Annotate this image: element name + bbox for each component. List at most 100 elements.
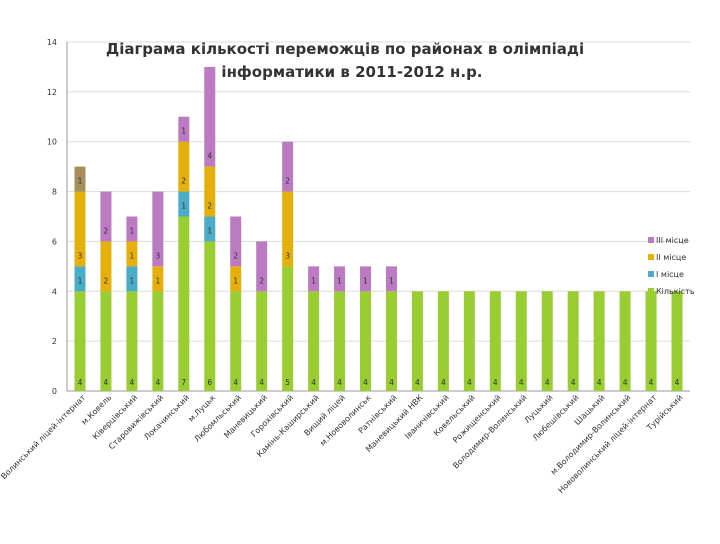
data-label-2-0: 3 [78,251,83,260]
bar-1-4 [178,191,190,217]
data-label-0-2: 4 [130,378,135,387]
bar-3-7 [256,241,268,292]
bar-0-11 [360,291,372,391]
bar-0-16 [489,291,501,391]
data-label-0-1: 4 [104,378,109,387]
legend-label-1: I місце [656,270,684,279]
bar-3-5 [204,66,216,167]
bar-0-18 [541,291,553,391]
data-label-0-4: 7 [181,378,186,387]
data-label-0-15: 4 [467,378,472,387]
data-label-0-12: 4 [389,378,394,387]
data-label-2-6: 1 [233,276,238,285]
legend-swatch-3 [648,237,654,243]
data-label-0-14: 4 [441,378,446,387]
data-label-2-4: 2 [181,177,186,186]
data-label-3-4: 1 [181,127,186,136]
data-label-0-11: 4 [363,378,368,387]
data-label-0-16: 4 [493,378,498,387]
bar-3-8 [282,141,294,192]
data-label-3-11: 1 [363,276,368,285]
data-label-2-3: 1 [155,276,160,285]
data-label-1-0: 1 [78,276,83,285]
y-tick-label-0: 0 [52,387,57,396]
y-tick-label-4: 4 [52,287,57,296]
bar-2-5 [204,166,216,217]
data-label-0-18: 4 [545,378,550,387]
bar-3-1 [100,191,112,242]
bar-0-23 [671,291,683,391]
data-label-3-6: 2 [233,251,238,260]
bar-0-6 [230,291,242,391]
bar-0-13 [411,291,423,391]
data-label-0-23: 4 [675,378,680,387]
data-label-0-19: 4 [571,378,576,387]
chart-title-line-2: з інформатики в 2011-2012 н.р. [207,63,482,81]
bar-1-2 [126,266,138,292]
data-label-0-13: 4 [415,378,420,387]
bar-2-1 [100,241,112,292]
bar-3-4 [178,116,190,142]
data-label-2-8: 3 [285,251,290,260]
data-label-4-0: 1 [78,177,83,186]
bar-0-3 [152,291,164,391]
data-label-0-3: 4 [155,378,160,387]
bar-0-2 [126,291,138,391]
data-label-3-8: 2 [285,177,290,186]
bar-0-7 [256,291,268,391]
bar-0-4 [178,216,190,391]
data-label-0-9: 4 [311,378,316,387]
data-label-0-17: 4 [519,378,524,387]
data-label-0-5: 6 [207,378,212,387]
bar-0-14 [437,291,449,391]
bar-0-0 [74,291,86,391]
data-label-1-4: 1 [181,202,186,211]
y-tick-label-8: 8 [52,188,57,197]
bar-2-0 [74,191,86,267]
data-label-3-3: 3 [155,251,160,260]
bar-0-1 [100,291,112,391]
data-label-1-5: 1 [207,226,212,235]
data-label-3-1: 2 [104,226,109,235]
bar-2-4 [178,141,190,192]
bar-3-11 [360,266,372,292]
data-label-0-7: 4 [259,378,264,387]
bar-0-15 [463,291,475,391]
bar-0-20 [593,291,605,391]
bar-3-3 [152,191,164,267]
data-label-2-1: 2 [104,276,109,285]
data-label-0-20: 4 [597,378,602,387]
data-label-3-5: 4 [207,152,212,161]
y-tick-label-12: 12 [47,88,57,97]
data-label-2-2: 1 [130,251,135,260]
legend-label-2: II місце [656,253,686,262]
bar-4-0 [74,166,86,192]
legend-label-3: III місце [656,236,689,245]
y-tick-label-2: 2 [52,337,57,346]
bar-2-8 [282,191,294,267]
chart-title-line-1: Діаграма кількості переможців по районах… [106,40,584,58]
bar-2-6 [230,266,242,292]
data-label-0-0: 4 [78,378,83,387]
data-label-0-22: 4 [649,378,654,387]
bar-3-9 [308,266,320,292]
data-label-3-10: 1 [337,276,342,285]
bar-3-2 [126,216,138,242]
bar-0-9 [308,291,320,391]
bar-3-6 [230,216,242,267]
data-label-0-21: 4 [623,378,628,387]
bar-0-10 [334,291,346,391]
legend-label-0: Кількість [656,287,695,296]
bar-0-12 [385,291,397,391]
y-tick-label-6: 6 [52,237,57,246]
bar-0-19 [567,291,579,391]
bar-3-12 [385,266,397,292]
data-label-3-12: 1 [389,276,394,285]
data-label-3-9: 1 [311,276,316,285]
data-label-3-7: 2 [259,276,264,285]
bar-0-21 [619,291,631,391]
bar-0-22 [645,291,657,391]
y-tick-label-14: 14 [47,38,57,47]
